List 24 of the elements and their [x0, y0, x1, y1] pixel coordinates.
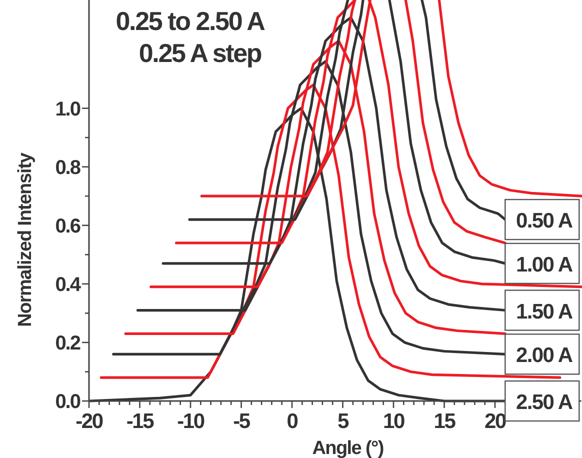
y-tick-label: 0.8: [55, 156, 81, 179]
text: 0.25 A step: [138, 38, 262, 68]
y-tick-label: 0.2: [55, 332, 81, 354]
series-label: 1.00 A: [516, 253, 573, 276]
x-tick-label: -5: [233, 410, 251, 433]
chart-title: 0.25 to 2.50 A: [116, 6, 266, 36]
x-tick-label: -15: [126, 410, 155, 433]
y-tick-label: 1.0: [55, 98, 81, 120]
x-tick-label: 5: [338, 410, 350, 433]
y-tick-label: 0.6: [55, 215, 81, 238]
series-label: 2.50 A: [516, 391, 573, 414]
x-tick-label: 20: [484, 410, 506, 433]
y-tick-label: 0.0: [55, 391, 81, 413]
y-axis-title: Normalized Intensity: [15, 152, 36, 327]
series-label: 2.00 A: [516, 344, 573, 368]
y-tick-label: 0.4: [55, 274, 82, 296]
x-tick-label: -20: [76, 410, 103, 433]
x-tick-label: 10: [383, 410, 404, 433]
x-tick-label: -10: [177, 410, 204, 433]
series-label: 0.50 A: [516, 210, 573, 233]
x-tick-label: 0: [286, 410, 298, 433]
x-axis-title: Angle (°): [312, 438, 384, 458]
series-label: 1.50 A: [516, 300, 573, 324]
x-tick-label: 15: [434, 410, 456, 433]
